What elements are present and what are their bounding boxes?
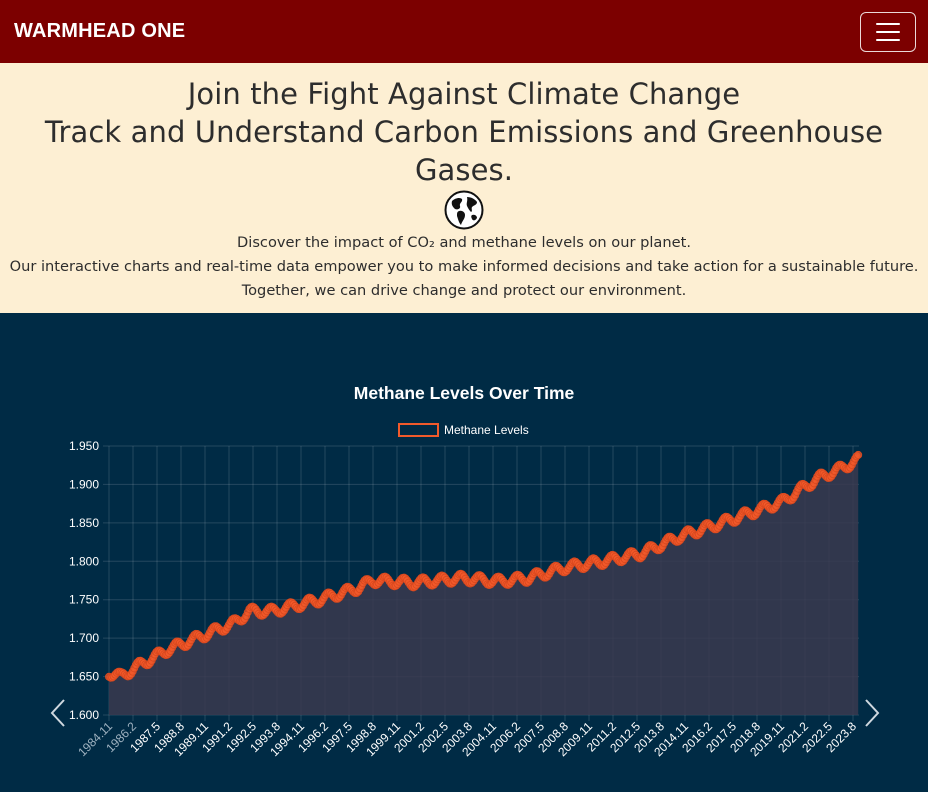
y-axis: 1.600 1.650 1.700 1.750 1.800 1.850 1.900 1.950: [69, 439, 99, 722]
y-tick-label: 1.600: [69, 708, 99, 722]
y-tick-label: 1.950: [69, 439, 99, 453]
hero-section: Join the Fight Against Climate Change Tr…: [0, 63, 928, 313]
hero-title-line2: Track and Understand Carbon Emissions an…: [44, 115, 884, 187]
hero-title: Join the Fight Against Climate Change Tr…: [0, 63, 928, 189]
navbar: WARMHEAD ONE: [0, 0, 928, 63]
carousel-prev-button[interactable]: [40, 693, 76, 733]
chart-title: Methane Levels Over Time: [354, 383, 575, 403]
series-methane: [105, 450, 863, 715]
methane-chart: Methane Levels Over Time Methane Levels …: [40, 383, 888, 759]
chart-carousel: Methane Levels Over Time Methane Levels …: [0, 313, 928, 792]
hamburger-icon-bar: [876, 38, 900, 41]
chart-legend[interactable]: Methane Levels: [398, 423, 529, 437]
hamburger-icon-bar: [876, 30, 900, 33]
brand-logo[interactable]: WARMHEAD ONE: [14, 20, 186, 42]
y-tick-label: 1.750: [69, 593, 99, 607]
hero-desc-line1: Discover the impact of CO₂ and methane l…: [237, 234, 691, 251]
y-tick-label: 1.700: [69, 631, 99, 645]
globe-icon: [444, 190, 484, 230]
y-tick-label: 1.800: [69, 554, 99, 568]
y-tick-label: 1.650: [69, 670, 99, 684]
legend-swatch: [398, 423, 439, 437]
legend-label: Methane Levels: [444, 423, 529, 437]
hero-desc-line3: Together, we can drive change and protec…: [241, 282, 687, 299]
data-point[interactable]: [854, 450, 863, 459]
chevron-right-icon: [865, 699, 880, 727]
chevron-left-icon: [50, 699, 65, 727]
hero-description: Discover the impact of CO₂ and methane l…: [0, 231, 928, 303]
y-tick-label: 1.900: [69, 477, 99, 491]
y-tick-label: 1.850: [69, 516, 99, 530]
hero-desc-line2: Our interactive charts and real-time dat…: [9, 258, 919, 275]
hero-title-line1: Join the Fight Against Climate Change: [187, 77, 741, 111]
carousel-next-button[interactable]: [852, 693, 888, 733]
hamburger-icon: [876, 22, 900, 25]
x-axis: 1984.111986.21987.51988.81989.111991.219…: [75, 719, 859, 759]
menu-toggle-button[interactable]: [860, 11, 916, 52]
